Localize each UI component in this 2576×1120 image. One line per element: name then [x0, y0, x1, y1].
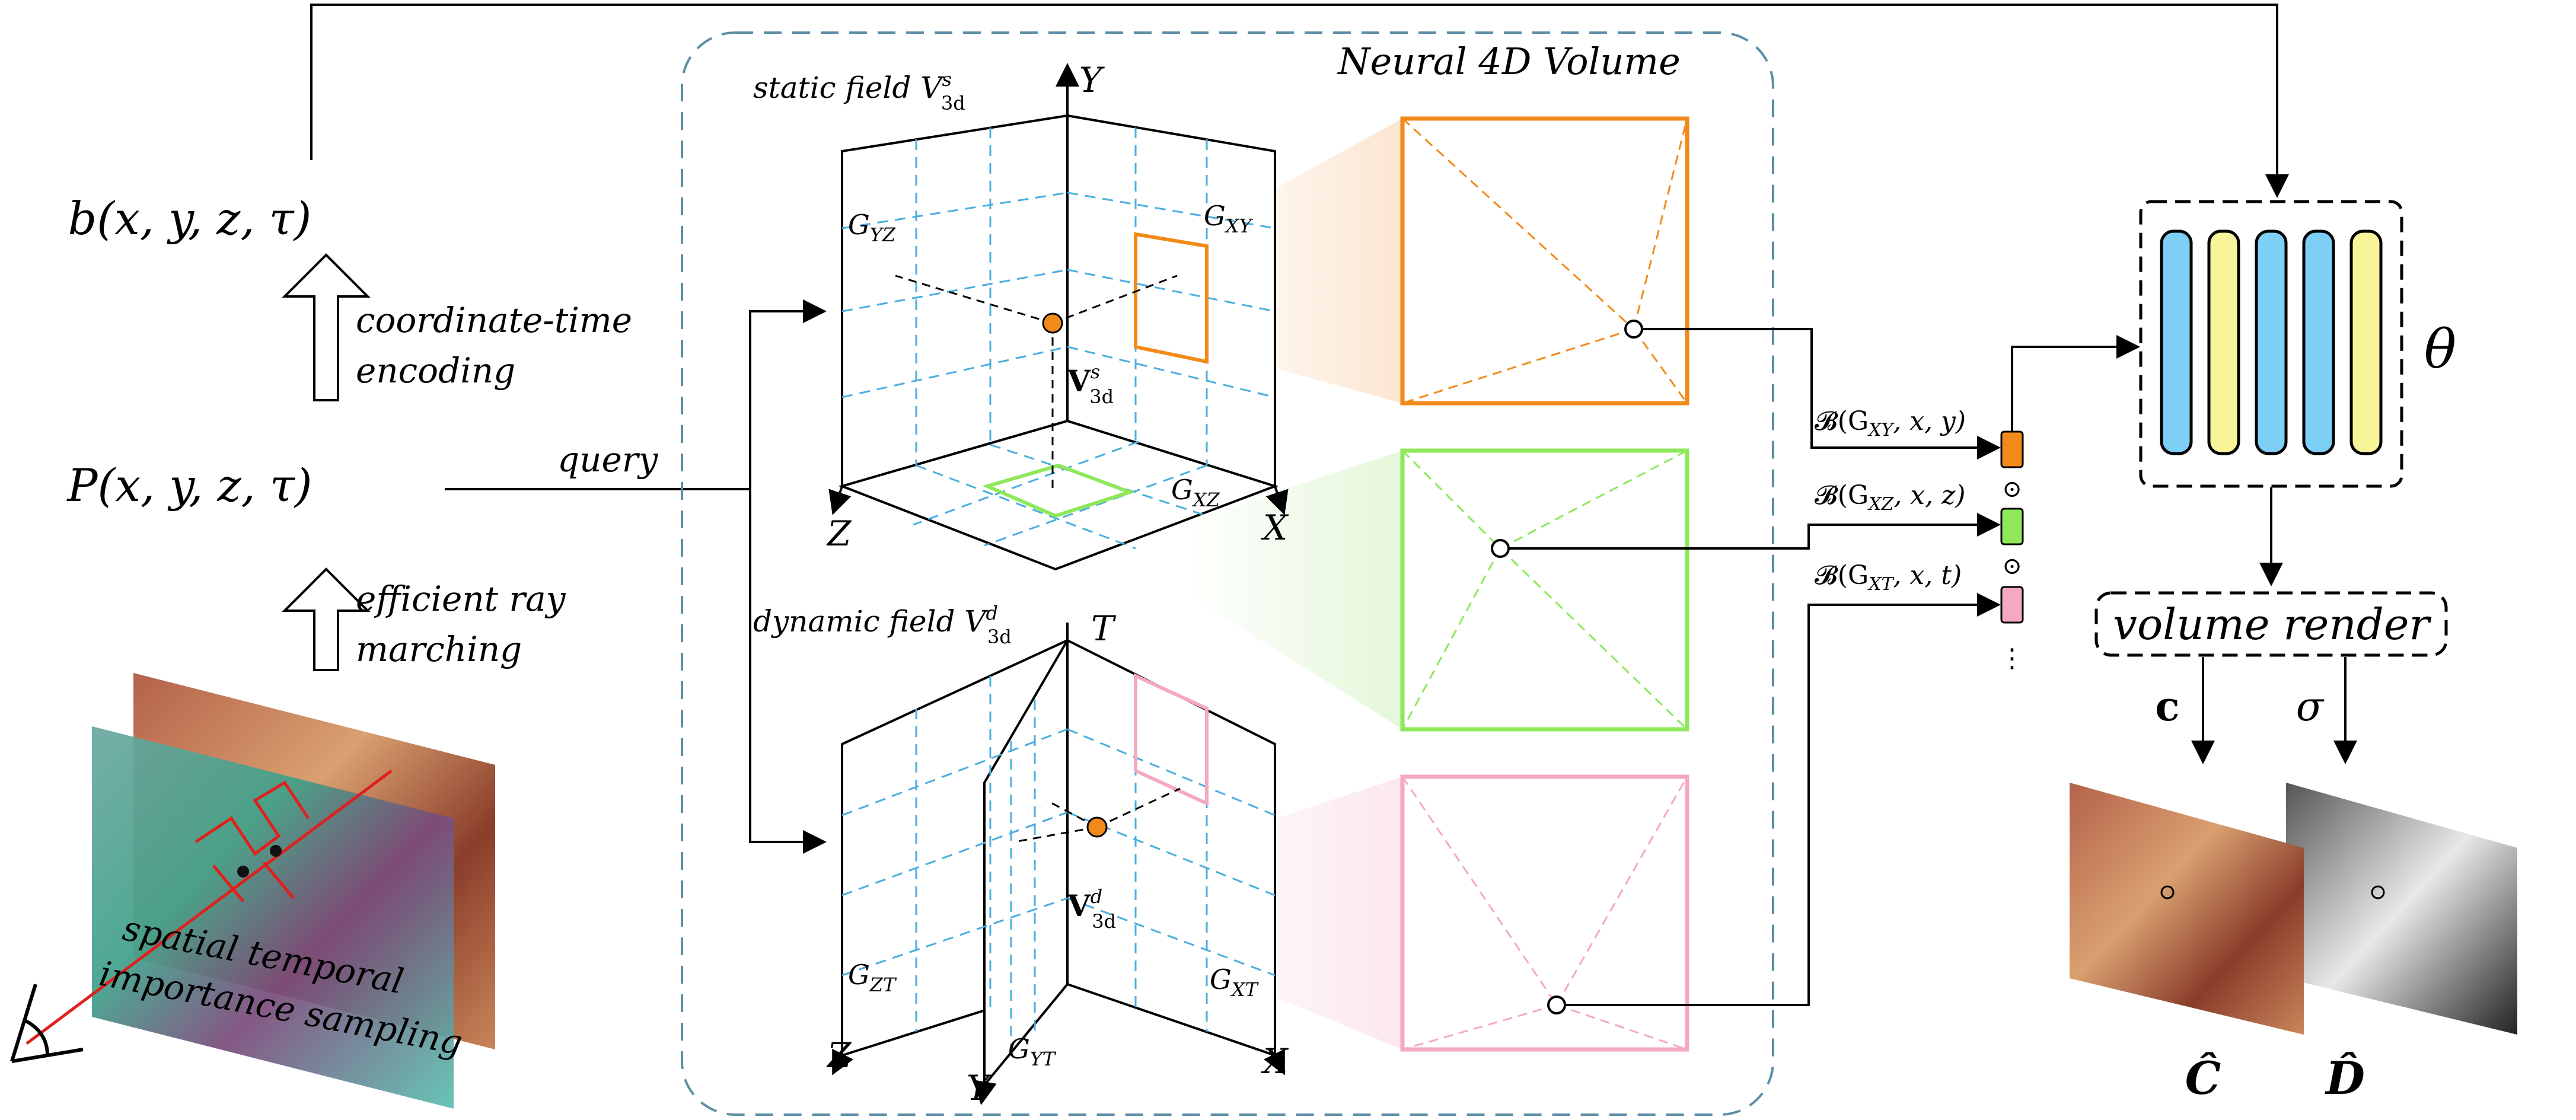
feature-label-xy: 𝓑(GXY, x, y): [1815, 406, 1966, 441]
label-v-dynamic: Vd 3d: [1067, 885, 1116, 933]
d-hat-label: D̂: [2325, 1052, 2365, 1105]
dynamic-axis-x: X: [1261, 1041, 1289, 1081]
xt-sample-square: [1134, 673, 1209, 806]
static-axis-z: Z: [826, 513, 852, 554]
label-gxy: GXY: [1204, 200, 1254, 237]
theta-label: θ: [2424, 318, 2456, 381]
dynamic-field-planes: T Z X Y GZT GXT GYT Vd 3d dynamic field V…: [753, 602, 1289, 1108]
feature-label-xt: 𝓑(GXT, x, t): [1815, 560, 1962, 595]
encoding-label-line1: coordinate-time: [356, 300, 632, 340]
encoding-up-arrow: [282, 253, 371, 401]
ray-marching-up-arrow: [282, 567, 371, 671]
mlp-layer-1: [2160, 229, 2193, 455]
xy-lookup-point: [1624, 320, 1643, 339]
importance-bars: [195, 780, 310, 902]
odot-2: ⊙: [2002, 553, 2022, 580]
feature-chip-xz: [2000, 508, 2024, 545]
label-gxz: GXZ: [1171, 474, 1220, 511]
static-field-label: static field Vs 3d: [753, 68, 965, 114]
xz-lookup-point: [1491, 539, 1510, 558]
dynamic-sample-point: [1086, 816, 1108, 838]
sample-point-1: [237, 866, 249, 878]
encoding-feedback-arrow: [310, 4, 2289, 198]
mlp-layer-4: [2302, 229, 2335, 455]
xy-sample-square: [1134, 232, 1209, 364]
ray-marching-label-line1: efficient ray: [356, 579, 566, 619]
color-sample-dot: [2160, 885, 2175, 899]
branch-line-lower: [749, 489, 827, 854]
xt-feature-arrow: [1565, 593, 2001, 1006]
more-features-ellipsis: ⋮: [1999, 643, 2025, 674]
xz-feature-arrow: [1509, 513, 2001, 550]
encoding-label-line2: encoding: [356, 350, 515, 391]
dynamic-field-label: dynamic field Vd 3d: [753, 602, 1012, 648]
beam-xz: [1186, 451, 1402, 729]
color-label: c: [2155, 683, 2179, 730]
feature-plane-xy: [1400, 116, 1689, 406]
p-function-label: P(x, y, z, τ): [66, 459, 312, 512]
xz-sample-square: [982, 463, 1136, 518]
neural-4d-volume-container: [681, 31, 1774, 1116]
dynamic-axis-t: T: [1091, 608, 1117, 649]
xt-lookup-point: [1547, 995, 1566, 1014]
static-axis-y: Y: [1079, 60, 1105, 100]
mlp-layer-2: [2207, 229, 2240, 455]
neural-4d-volume-title: Neural 4D Volume: [1337, 40, 1681, 83]
label-v-static: Vs 3d: [1067, 360, 1114, 408]
feature-chip-xy: [2000, 430, 2024, 468]
mlp-layer-5: [2349, 229, 2383, 455]
feature-plane-xt: [1400, 774, 1689, 1052]
mlp-layer-3: [2255, 229, 2288, 455]
c-hat-label: Ĉ: [2185, 1051, 2221, 1105]
rendered-depth-image: [2286, 783, 2517, 1035]
label-gxt: GXT: [1210, 963, 1260, 1001]
label-gzt: GZT: [848, 959, 897, 996]
dynamic-axis-y: Y: [967, 1068, 992, 1108]
odot-1: ⊙: [2002, 476, 2022, 503]
query-label: query: [557, 439, 659, 480]
volume-render-label: volume render: [2113, 599, 2431, 649]
sigma-label: σ: [2296, 684, 2325, 730]
dynamic-axis-z: Z: [826, 1035, 852, 1076]
static-field-cube: Y Z X GYZ GXY GXZ Vs 3d static field Vs 3d: [753, 60, 1289, 571]
front-frame-overlay: [92, 726, 454, 1109]
b-function-label: b(x, y, z, τ): [68, 192, 312, 245]
feature-label-xz: 𝓑(GXZ, x, z): [1815, 480, 1965, 515]
static-sample-point: [1042, 312, 1063, 334]
rendered-color-image: [2070, 783, 2304, 1035]
mlp-layers: [2160, 229, 2383, 455]
camera-icon: [10, 984, 84, 1063]
camera-ray: [25, 769, 393, 1045]
feature-plane-xz: [1400, 448, 1689, 732]
feature-chip-xt: [2000, 586, 2024, 624]
sample-point-2: [270, 845, 282, 857]
label-gyt: GYT: [1008, 1033, 1057, 1070]
input-frames: spatial temporal importance sampling: [10, 673, 495, 1109]
volume-render-box: [2094, 591, 2448, 657]
ray-marching-label-line2: marching: [356, 629, 522, 669]
label-gyz: GYZ: [848, 209, 896, 246]
mlp-box: [2139, 200, 2403, 488]
depth-sample-dot: [2371, 885, 2385, 899]
features-to-mlp-arrow: [2011, 335, 2140, 432]
static-axis-x: X: [1261, 508, 1289, 548]
branch-line: [749, 299, 827, 489]
xy-feature-arrow: [1642, 328, 2001, 460]
